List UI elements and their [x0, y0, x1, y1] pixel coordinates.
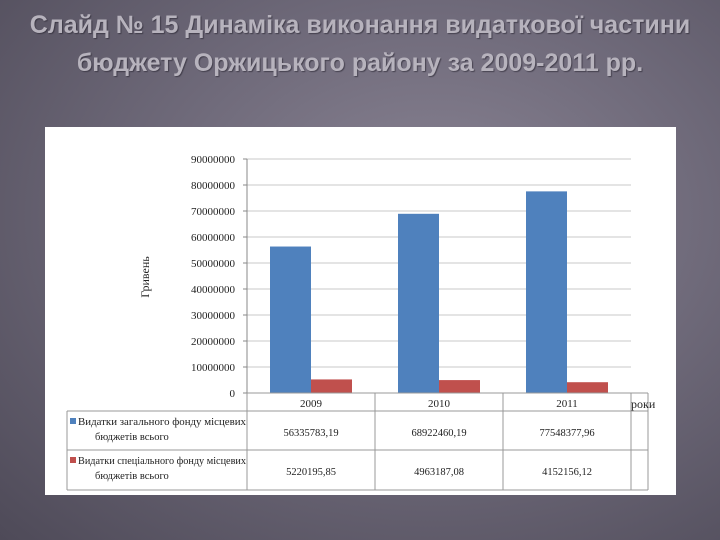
data-label-2010-s1: 68922460,19	[411, 428, 466, 439]
data-label-2011-s2: 4152156,12	[542, 467, 592, 478]
y-tick-label: 20000000	[191, 336, 236, 348]
y-tick-label: 0	[230, 388, 236, 400]
y-tick-label: 70000000	[191, 206, 236, 218]
y-tick-label: 10000000	[191, 362, 236, 374]
x-tick-label-2011: 2011	[556, 398, 578, 410]
data-label-2009-s1: 56335783,19	[283, 428, 338, 439]
y-tick-label: 40000000	[191, 284, 236, 296]
bar-2010-s1	[398, 213, 439, 393]
slide-title: Слайд № 15 Динаміка виконання видаткової…	[29, 11, 691, 77]
chart-panel: 0 10000000 20000000 30000000 40000000 5000000…	[45, 127, 676, 495]
x-axis-label: роки	[631, 397, 656, 411]
bars	[270, 191, 608, 393]
y-tick-label: 80000000	[191, 180, 236, 192]
bar-2011-s1	[526, 191, 567, 393]
x-tick-label-2010: 2010	[428, 398, 451, 410]
chart-svg: 0 10000000 20000000 30000000 40000000 5000000…	[66, 154, 656, 491]
y-tick-label: 60000000	[191, 232, 236, 244]
data-label-2010-s2: 4963187,08	[414, 467, 464, 478]
x-tick-label-2009: 2009	[300, 398, 323, 410]
y-tick-label: 50000000	[191, 258, 236, 270]
data-table: 2009 2010 2011 Видатки загального фонду міс…	[66, 392, 649, 491]
bar-2009-s1	[270, 246, 311, 393]
data-label-2011-s1: 77548377,96	[539, 428, 594, 439]
y-axis-label: Гривень	[138, 256, 152, 298]
legend-swatch-s2	[70, 457, 76, 463]
y-tick-labels: 0 10000000 20000000 30000000 40000000 5000000…	[191, 154, 236, 400]
legend-label-s1: Видатки загального фонду місцевих	[78, 417, 247, 428]
legend-swatch-s1	[70, 418, 76, 424]
legend-label-s1-line2: бюджетів всього	[95, 432, 169, 443]
y-tick-label: 30000000	[191, 310, 236, 322]
bar-2011-s2	[567, 382, 608, 393]
bar-2010-s2	[439, 380, 480, 393]
legend-label-s2: Видатки спеціального фонду місцевих	[78, 456, 247, 467]
data-label-2009-s2: 5220195,85	[286, 467, 336, 478]
bar-2009-s2	[311, 379, 352, 393]
legend-label-s2-line2: бюджетів всього	[95, 471, 169, 482]
y-tick-label: 90000000	[191, 154, 236, 166]
